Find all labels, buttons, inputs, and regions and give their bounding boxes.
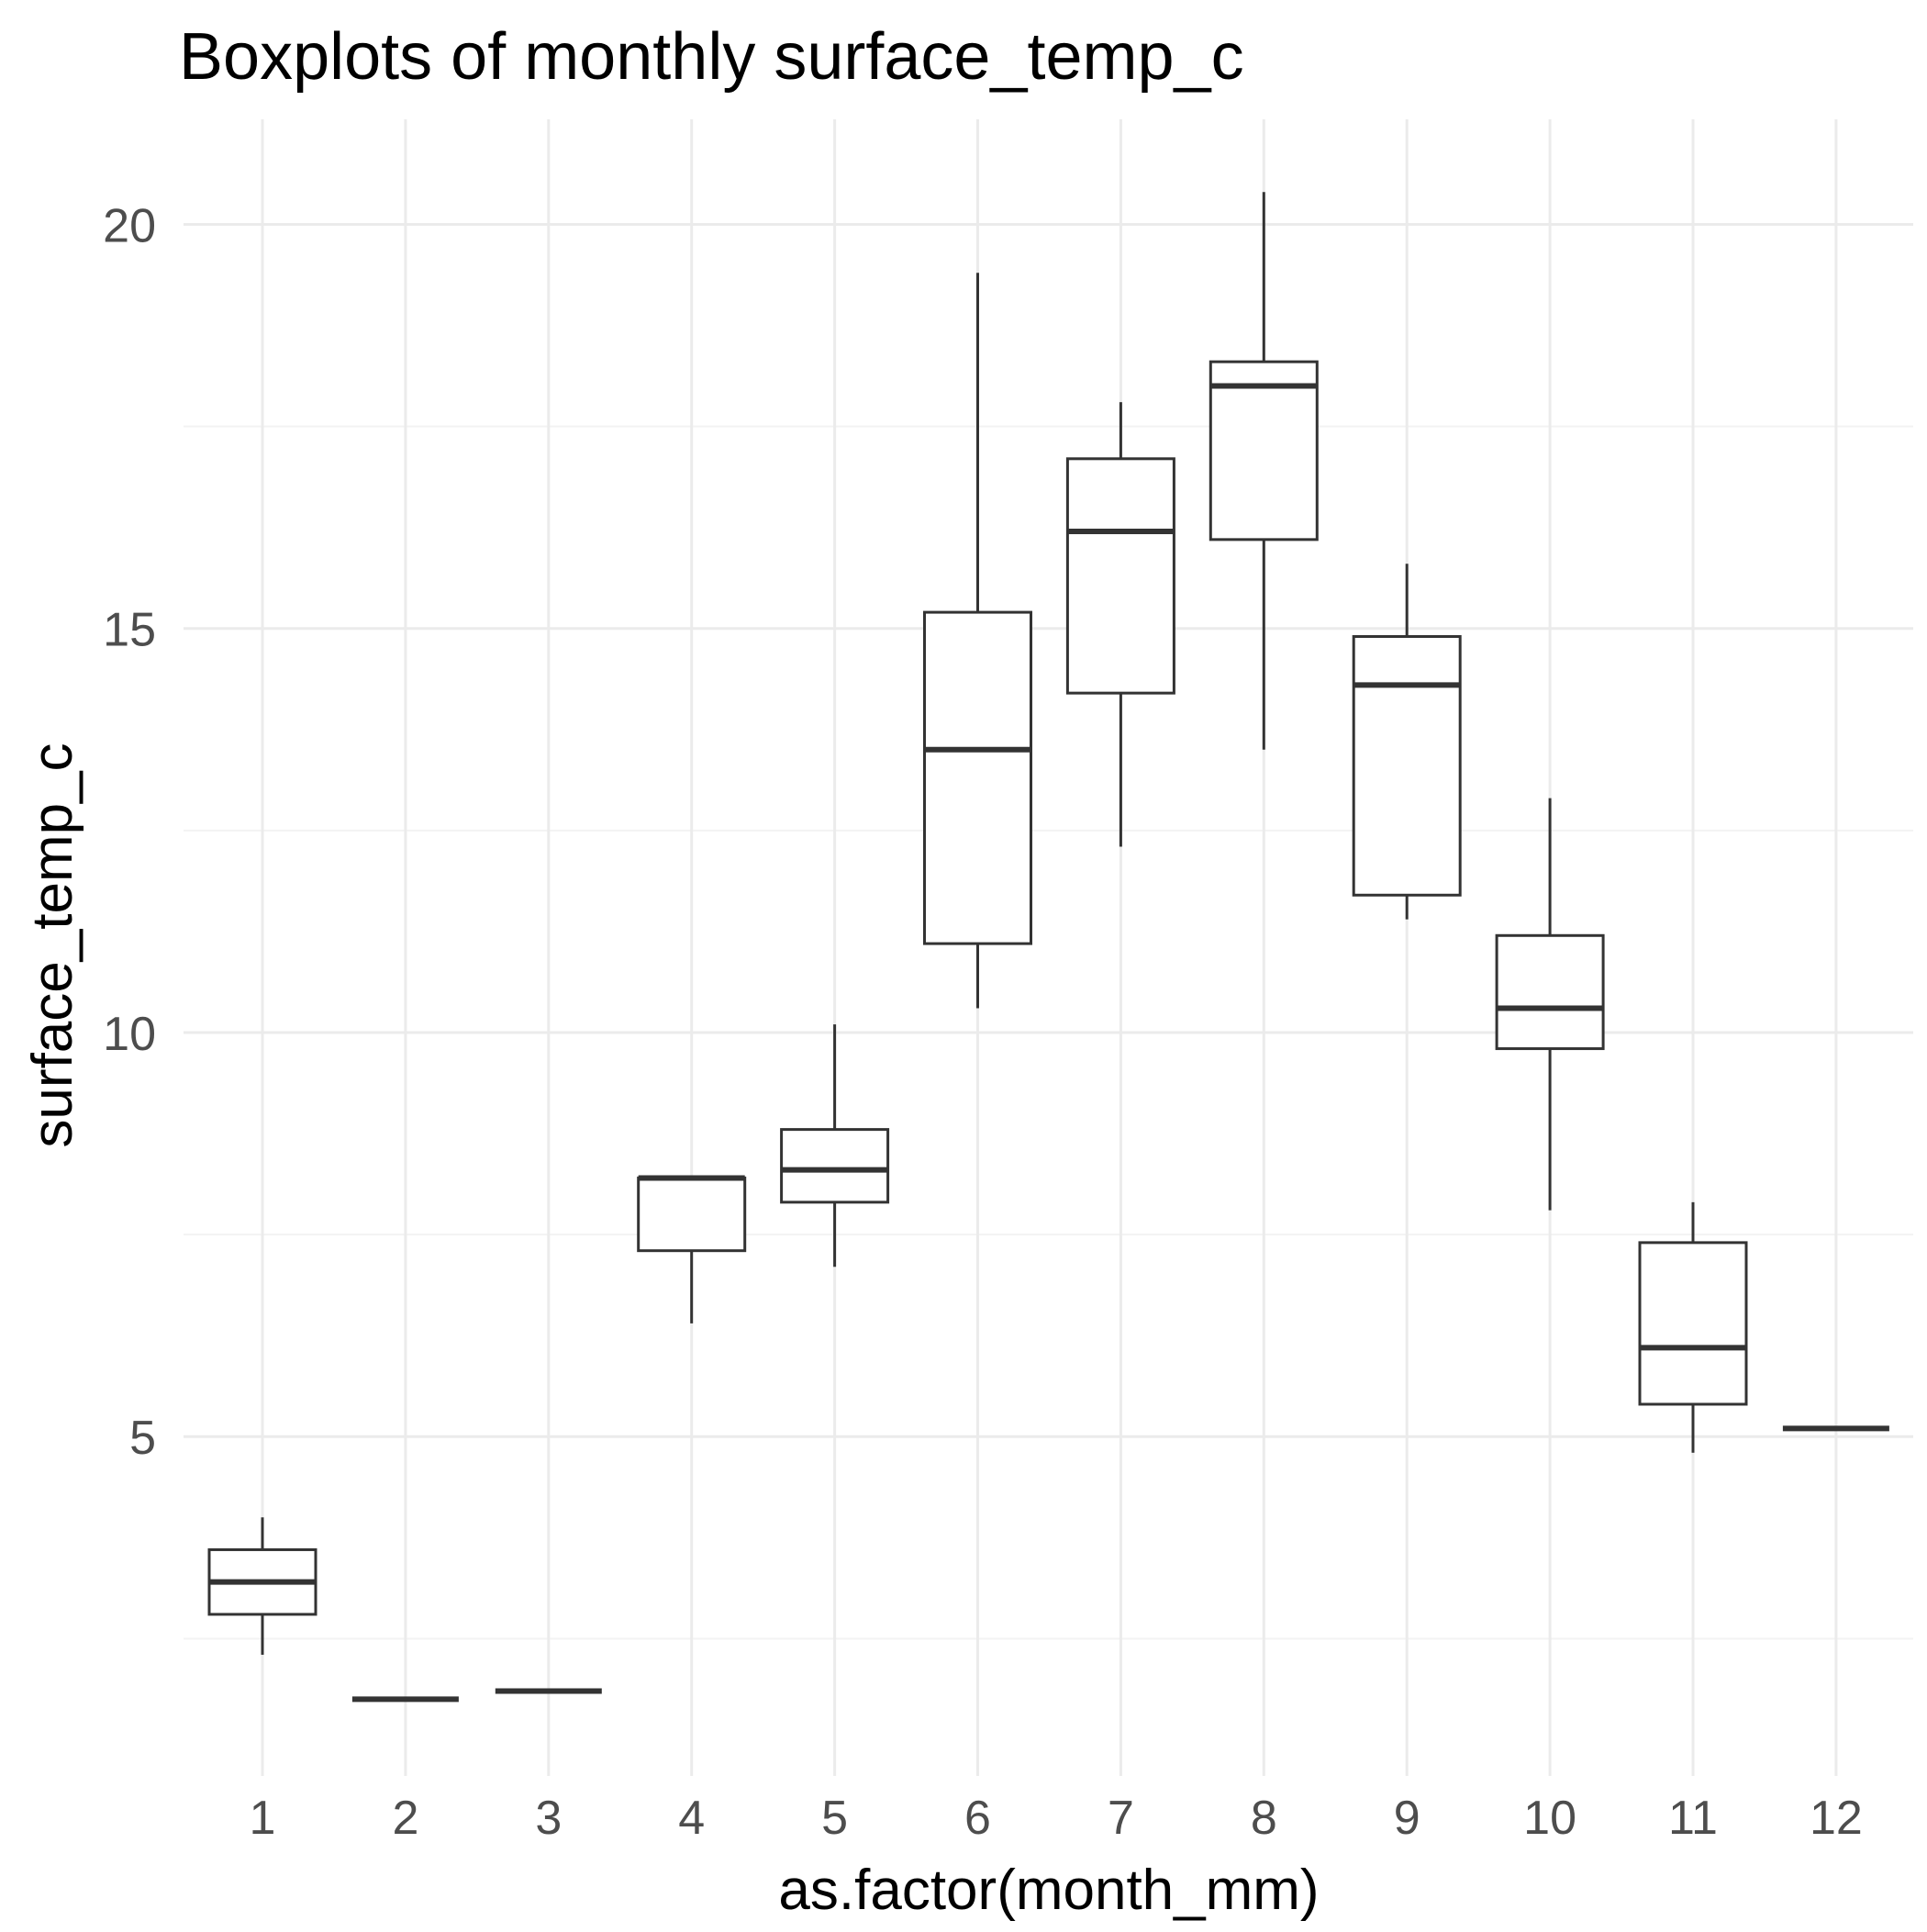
box-month-7: [1065, 402, 1175, 847]
box-month-5: [780, 1024, 890, 1268]
box-body: [923, 610, 1032, 945]
y-tick-label: 10: [103, 1008, 156, 1061]
boxes-layer: [207, 192, 1889, 1703]
box-body: [637, 1176, 747, 1253]
box-month-10: [1495, 798, 1605, 1211]
x-tick-label: 11: [1668, 1792, 1718, 1845]
x-tick-label: 2: [392, 1792, 418, 1845]
y-tick-label: 15: [103, 604, 156, 657]
y-tick-label: 20: [103, 199, 156, 252]
x-tick-label: 10: [1523, 1792, 1576, 1845]
box-body: [1495, 933, 1605, 1051]
box-month-6: [923, 273, 1032, 1009]
box-month-11: [1638, 1201, 1748, 1453]
box-month-8: [1209, 192, 1319, 750]
y-axis-label: surface_temp_c: [21, 743, 84, 1147]
box-month-1: [207, 1517, 317, 1655]
x-tick-label: 9: [1394, 1792, 1420, 1845]
box-month-9: [1352, 564, 1462, 920]
x-tick-label: 12: [1810, 1792, 1863, 1845]
box-body: [1352, 635, 1462, 897]
x-tick-label: 3: [535, 1792, 562, 1845]
x-tick-label: 1: [250, 1792, 276, 1845]
y-tick-label: 5: [129, 1412, 156, 1465]
x-tick-label: 6: [964, 1792, 991, 1845]
x-tick-label: 4: [678, 1792, 705, 1845]
box-body: [1065, 457, 1175, 695]
box-body: [780, 1128, 890, 1204]
x-tick-labels: 1 2 3 4 5 6 7 8 9 10 11 12: [250, 1792, 1863, 1845]
grid-layer: [184, 119, 1913, 1776]
chart-title: Boxplots of monthly surface_temp_c: [179, 20, 1244, 94]
x-tick-label: 5: [821, 1792, 848, 1845]
box-body: [1638, 1241, 1748, 1406]
y-tick-labels: 5 10 15 20: [103, 199, 156, 1465]
x-tick-label: 7: [1108, 1792, 1134, 1845]
box-month-4: [637, 1175, 747, 1323]
x-tick-label: 8: [1251, 1792, 1277, 1845]
x-axis-label: as.factor(month_mm): [778, 1859, 1319, 1922]
box-body: [1209, 360, 1319, 542]
